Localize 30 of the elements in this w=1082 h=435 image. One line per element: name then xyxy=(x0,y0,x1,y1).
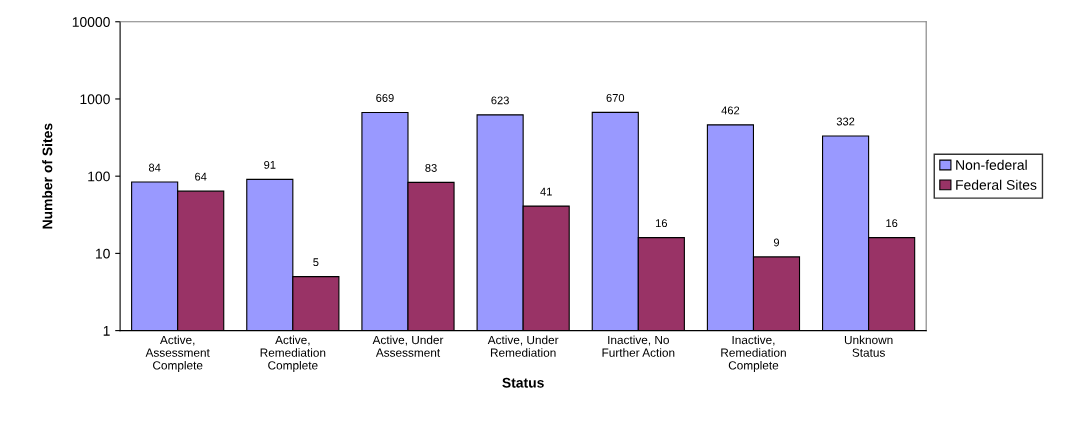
legend-label: Federal Sites xyxy=(956,179,1037,190)
x-axis-title: Status xyxy=(502,377,544,388)
data-label: 462 xyxy=(721,106,740,115)
data-label: 16 xyxy=(656,219,668,228)
data-label: 9 xyxy=(773,238,780,247)
y-axis-title: Number of Sites xyxy=(42,123,53,229)
y-tick-label: 100 xyxy=(88,171,110,182)
data-label: 64 xyxy=(195,172,207,181)
x-tick-label: Active, Assessment Complete xyxy=(145,335,210,372)
data-label: 332 xyxy=(836,117,855,126)
x-tick-label: Active, Under Remediation xyxy=(487,335,559,357)
y-tick-label: 1000 xyxy=(80,94,110,105)
data-label: 84 xyxy=(148,163,161,172)
data-label: 5 xyxy=(313,258,319,267)
data-label: 670 xyxy=(606,93,625,102)
y-tick-label: 10000 xyxy=(72,17,110,27)
x-tick-label: Inactive, No Further Action xyxy=(602,335,675,357)
legend-label: Non-federal xyxy=(956,159,1027,170)
x-tick-label: Active, Under Assessment xyxy=(372,335,444,357)
x-tick-label: Unknown Status xyxy=(844,335,893,357)
data-label: 669 xyxy=(376,94,394,102)
x-tick-label: Inactive, Remediation Complete xyxy=(721,335,786,372)
x-tick-label: Active, Remediation Complete xyxy=(260,335,326,372)
data-label: 16 xyxy=(886,219,898,228)
data-label: 83 xyxy=(425,164,437,172)
y-tick-label: 10 xyxy=(95,248,110,259)
data-label: 41 xyxy=(540,187,552,196)
data-label: 91 xyxy=(264,160,276,169)
data-label: 623 xyxy=(491,96,509,105)
y-tick-label: 1 xyxy=(103,326,110,336)
